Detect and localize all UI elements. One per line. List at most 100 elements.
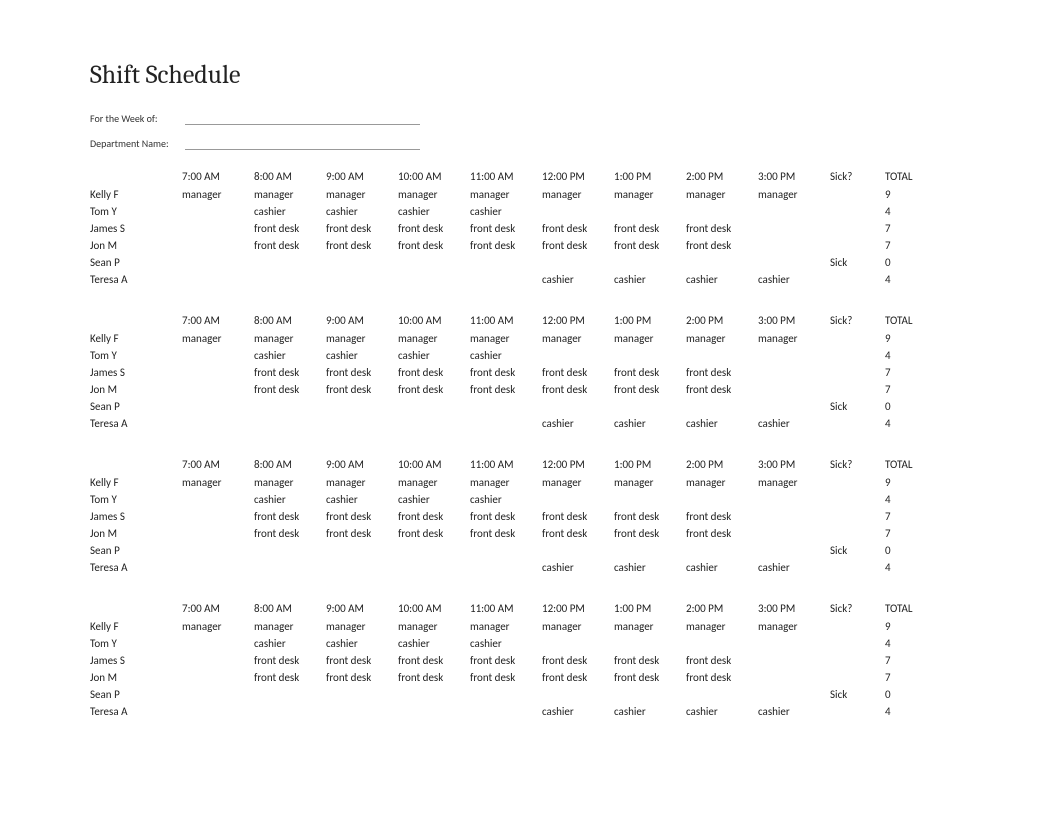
shift-cell: cashier: [254, 491, 326, 508]
shift-cell: [182, 652, 254, 669]
shift-cell: cashier: [686, 271, 758, 288]
shift-cell: [398, 542, 470, 559]
shift-cell: [758, 364, 830, 381]
employee-name: Kelly F: [90, 474, 182, 491]
header-hour: 3:00 PM: [758, 602, 830, 618]
shift-cell: [182, 415, 254, 432]
shift-cell: cashier: [614, 703, 686, 720]
shift-cell: [686, 254, 758, 271]
shift-cell: cashier: [326, 203, 398, 220]
employee-row: Sean PSick0: [90, 254, 940, 271]
shift-cell: [542, 347, 614, 364]
header-hour: 7:00 AM: [182, 170, 254, 186]
shift-cell: [542, 635, 614, 652]
header-hour: 8:00 AM: [254, 314, 326, 330]
employee-name: Jon M: [90, 381, 182, 398]
employee-name: Teresa A: [90, 415, 182, 432]
shift-cell: [614, 491, 686, 508]
employee-name: Kelly F: [90, 330, 182, 347]
department-input-line[interactable]: [185, 138, 420, 150]
shift-cell: front desk: [398, 669, 470, 686]
shift-cell: manager: [326, 330, 398, 347]
sick-cell: [830, 271, 885, 288]
shift-cell: [686, 398, 758, 415]
header-hour: 9:00 AM: [326, 314, 398, 330]
header-hour: 9:00 AM: [326, 458, 398, 474]
sick-cell: [830, 330, 885, 347]
shift-cell: manager: [470, 618, 542, 635]
header-hour: 2:00 PM: [686, 602, 758, 618]
shift-cell: front desk: [326, 220, 398, 237]
shift-cell: front desk: [470, 364, 542, 381]
shift-cell: [758, 508, 830, 525]
total-cell: 4: [885, 347, 940, 364]
shift-cell: [182, 542, 254, 559]
shift-cell: manager: [542, 618, 614, 635]
shift-cell: cashier: [398, 203, 470, 220]
sick-cell: [830, 635, 885, 652]
shift-cell: [254, 254, 326, 271]
total-cell: 7: [885, 220, 940, 237]
shift-cell: front desk: [254, 525, 326, 542]
shift-cell: cashier: [254, 635, 326, 652]
shift-cell: manager: [398, 474, 470, 491]
shift-cell: [182, 669, 254, 686]
total-cell: 4: [885, 491, 940, 508]
shift-cell: front desk: [542, 220, 614, 237]
department-label: Department Name:: [90, 137, 185, 150]
employee-name: James S: [90, 364, 182, 381]
shift-cell: [182, 237, 254, 254]
shift-cell: cashier: [254, 347, 326, 364]
total-cell: 0: [885, 686, 940, 703]
shift-cell: [542, 686, 614, 703]
shift-cell: [326, 542, 398, 559]
page-title: Shift Schedule: [90, 60, 1017, 90]
shift-cell: [614, 686, 686, 703]
shift-cell: cashier: [470, 491, 542, 508]
employee-row: James Sfront deskfront deskfront deskfro…: [90, 364, 940, 381]
header-sick: Sick?: [830, 314, 885, 330]
total-cell: 7: [885, 652, 940, 669]
header-total: TOTAL: [885, 602, 940, 618]
total-cell: 4: [885, 559, 940, 576]
shift-cell: manager: [470, 186, 542, 203]
employee-name: Tom Y: [90, 203, 182, 220]
shift-cell: [470, 559, 542, 576]
shift-cell: cashier: [254, 203, 326, 220]
shift-cell: front desk: [326, 525, 398, 542]
shift-cell: cashier: [758, 703, 830, 720]
shift-cell: manager: [326, 618, 398, 635]
header-hour: 10:00 AM: [398, 170, 470, 186]
header-hour: 10:00 AM: [398, 602, 470, 618]
shift-cell: front desk: [614, 220, 686, 237]
shift-cell: [758, 669, 830, 686]
employee-row: Jon Mfront deskfront deskfront deskfront…: [90, 525, 940, 542]
week-of-input-line[interactable]: [185, 113, 420, 125]
shift-cell: front desk: [470, 237, 542, 254]
employee-name: James S: [90, 508, 182, 525]
shift-cell: manager: [182, 618, 254, 635]
employee-row: Kelly Fmanagermanagermanagermanagermanag…: [90, 618, 940, 635]
shift-cell: [398, 254, 470, 271]
employee-name: Sean P: [90, 542, 182, 559]
shift-cell: [254, 271, 326, 288]
shift-cell: manager: [182, 474, 254, 491]
total-cell: 7: [885, 525, 940, 542]
sick-cell: [830, 508, 885, 525]
shift-cell: [398, 415, 470, 432]
total-cell: 7: [885, 237, 940, 254]
sick-cell: [830, 347, 885, 364]
total-cell: 9: [885, 618, 940, 635]
shift-table: 7:00 AM8:00 AM9:00 AM10:00 AM11:00 AM12:…: [90, 170, 940, 288]
sick-cell: Sick: [830, 686, 885, 703]
shift-cell: front desk: [326, 381, 398, 398]
shift-cell: manager: [254, 618, 326, 635]
sick-cell: [830, 220, 885, 237]
shift-cell: [470, 271, 542, 288]
shift-cell: [326, 415, 398, 432]
employee-row: Sean PSick0: [90, 542, 940, 559]
header-hour: 11:00 AM: [470, 314, 542, 330]
employee-row: Sean PSick0: [90, 398, 940, 415]
shift-cell: front desk: [470, 669, 542, 686]
total-cell: 4: [885, 415, 940, 432]
